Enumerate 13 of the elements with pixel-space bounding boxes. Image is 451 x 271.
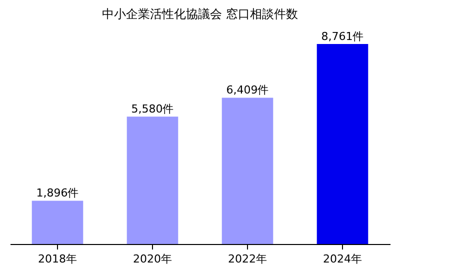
x-tick-label: 2018年: [38, 252, 77, 266]
x-tick-label: 2022年: [228, 252, 267, 266]
bar: [32, 200, 84, 244]
bar: [222, 98, 274, 244]
x-tick-label: 2024年: [323, 252, 362, 266]
chart-title: 中小企業活性化協議会 窓口相談件数: [102, 7, 298, 21]
data-label: 1,896件: [36, 186, 79, 200]
bar: [316, 44, 368, 244]
data-label: 8,761件: [321, 30, 364, 43]
data-label: 6,409件: [226, 84, 269, 97]
x-tick-label: 2020年: [133, 252, 172, 266]
bar: [126, 116, 178, 244]
data-label: 5,580件: [131, 102, 174, 116]
